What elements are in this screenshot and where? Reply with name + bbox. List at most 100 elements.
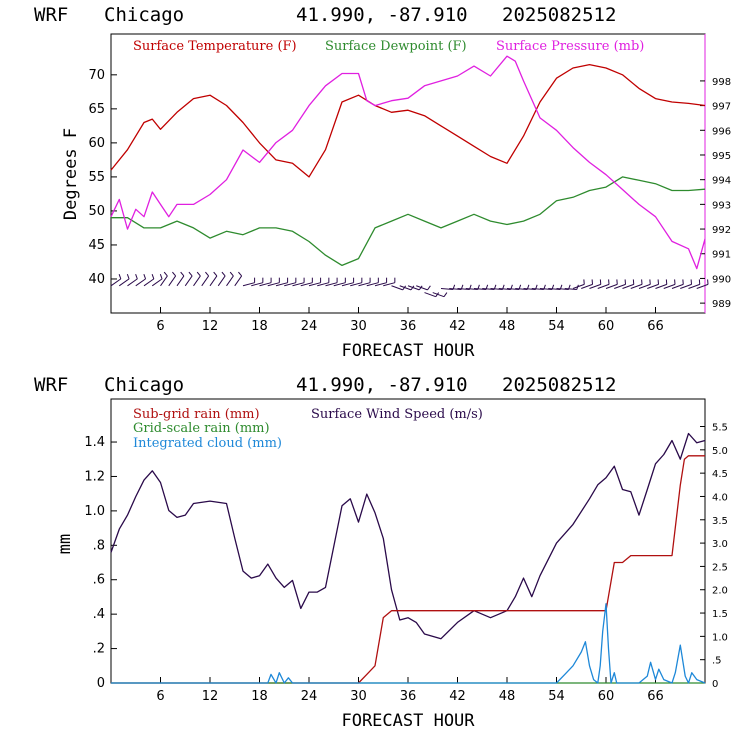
wind-barb	[242, 277, 256, 287]
x-tick-label: 54	[548, 319, 565, 334]
wind-barb	[680, 279, 693, 289]
wind-barb	[267, 277, 280, 287]
series-surface-wind-speed-m-s	[110, 432, 706, 640]
y2-tick-label: 995	[712, 151, 731, 162]
legend-gridscale-rain: Grid-scale rain (mm)	[133, 421, 270, 436]
wind-barb	[143, 274, 155, 287]
y2-tick-label: 998	[712, 77, 731, 88]
panel2-model-label: WRF	[34, 374, 68, 396]
wind-barb	[168, 271, 177, 287]
x-tick-label: 18	[251, 319, 268, 334]
wind-barb	[308, 277, 322, 287]
wind-barb	[696, 279, 709, 289]
legend-pressure: Surface Pressure (mb)	[496, 39, 644, 54]
wind-barb	[589, 279, 602, 289]
x-tick-label: 12	[202, 689, 219, 704]
wind-barb	[217, 271, 226, 287]
wind-barb	[671, 279, 684, 289]
panel1-xlabel: FORECAST HOUR	[341, 341, 475, 361]
x-tick-label: 54	[548, 689, 565, 704]
wind-barb	[341, 277, 355, 287]
series-surface-pressure-mb	[110, 55, 706, 270]
y2-tick-label: 991	[712, 250, 731, 261]
y2-tick-label: 2.5	[712, 562, 728, 573]
x-tick-label: 42	[449, 319, 466, 334]
y2-tick-label: 5.5	[712, 423, 728, 434]
wind-barb	[201, 271, 210, 287]
wind-barb	[184, 271, 193, 287]
x-tick-label: 48	[499, 689, 516, 704]
wind-barb	[374, 277, 388, 287]
y-tick-label: 1.2	[84, 469, 105, 484]
legend-subgrid-rain: Sub-grid rain (mm)	[133, 407, 260, 422]
x-tick-label: 12	[202, 319, 219, 334]
wind-barb	[647, 279, 660, 289]
wind-barb	[300, 277, 313, 287]
wind-barb	[325, 277, 338, 287]
wind-barb	[663, 279, 676, 289]
x-tick-label: 36	[400, 689, 417, 704]
wind-barb	[688, 279, 701, 289]
wind-barb	[110, 274, 122, 287]
x-tick-label: 30	[350, 689, 367, 704]
y-tick-label: 60	[88, 136, 105, 151]
series-surface-dewpoint-f	[111, 176, 706, 267]
y2-tick-label: .5	[712, 656, 722, 667]
x-tick-label: 42	[449, 689, 466, 704]
y2-tick-label: 3.5	[712, 516, 728, 527]
legend-dewpoint: Surface Dewpoint (F)	[325, 39, 467, 54]
wind-barb	[333, 277, 346, 287]
panel2-ylabel: mm	[55, 534, 75, 554]
wind-barb	[655, 279, 668, 289]
wind-barb	[251, 277, 264, 287]
wind-barb	[366, 277, 379, 287]
y-tick-label: 65	[88, 102, 105, 117]
x-tick-label: 24	[301, 319, 318, 334]
wind-barb	[622, 279, 635, 289]
panel2-date-label: 2025082512	[502, 374, 616, 396]
x-tick-label: 24	[301, 689, 318, 704]
wind-barb	[135, 274, 147, 287]
y2-tick-label: 997	[712, 102, 731, 113]
panel1-frame	[110, 33, 706, 314]
wind-barb	[416, 285, 431, 291]
y2-tick-label: 1.0	[712, 632, 728, 643]
wind-barb	[176, 271, 185, 287]
legend-integrated-cloud: Integrated cloud (mm)	[133, 436, 282, 451]
wind-barb	[118, 274, 130, 287]
wind-barb	[226, 271, 234, 287]
wind-barb	[383, 277, 396, 287]
y2-tick-label: 5.0	[712, 446, 728, 457]
wind-barb	[259, 277, 272, 287]
y2-tick-label: 1.5	[712, 609, 728, 620]
panel1-coords-label: 41.990, -87.910	[296, 4, 468, 26]
wind-barb	[209, 271, 218, 287]
panel1-location-label: Chicago	[104, 4, 184, 26]
wind-barb	[597, 279, 610, 289]
x-tick-label: 18	[251, 689, 268, 704]
y-tick-label: 70	[88, 68, 105, 83]
wind-barb	[284, 277, 297, 287]
x-tick-label: 36	[400, 319, 417, 334]
y-tick-label: 1.0	[84, 504, 105, 519]
wind-barb	[350, 277, 363, 287]
y-tick-label: .8	[93, 538, 105, 553]
x-tick-label: 48	[499, 319, 516, 334]
y-tick-label: 50	[88, 204, 105, 219]
series-sub-grid-rain-mm	[111, 455, 705, 684]
x-tick-label: 60	[598, 319, 615, 334]
x-tick-label: 6	[156, 689, 164, 704]
y2-tick-label: 2.0	[712, 586, 728, 597]
x-tick-label: 30	[350, 319, 367, 334]
y2-tick-label: 990	[712, 274, 731, 285]
x-tick-label: 66	[647, 689, 664, 704]
y2-tick-label: 992	[712, 225, 731, 236]
wind-barb	[160, 271, 168, 287]
panel1-ylabel: Degrees F	[61, 128, 81, 220]
series-integrated-cloud-mm	[111, 603, 706, 684]
x-tick-label: 60	[598, 689, 615, 704]
panel1-model-label: WRF	[34, 4, 68, 26]
y-tick-label: .2	[93, 642, 105, 657]
panel2-location-label: Chicago	[104, 374, 184, 396]
